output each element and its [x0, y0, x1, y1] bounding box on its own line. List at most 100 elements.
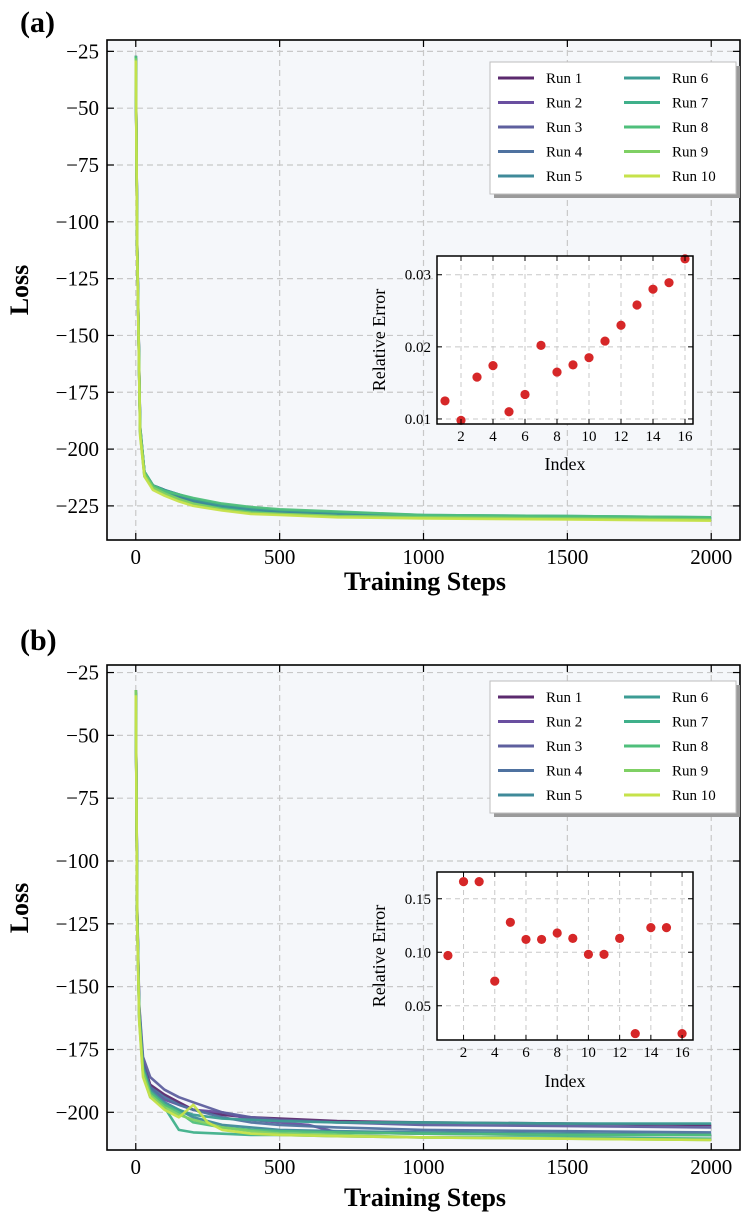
x-tick-label: 1500 — [546, 545, 588, 569]
inset-y-tick-label: 0.02 — [405, 340, 431, 356]
y-tick-label: −125 — [56, 912, 99, 936]
inset-frame — [436, 871, 694, 1041]
inset-point — [488, 360, 498, 371]
inset-point — [505, 917, 515, 927]
series-line-run-10 — [134, 695, 712, 1142]
legend-label-run-10: Run 10 — [672, 169, 716, 185]
legend-label-run-5: Run 5 — [546, 788, 582, 804]
inset-point — [472, 372, 482, 382]
legend-label-run-8: Run 8 — [672, 120, 708, 136]
legend-label-run-9: Run 9 — [672, 764, 708, 780]
legend-label-run-6: Run 6 — [672, 690, 709, 706]
legend-label-run-2: Run 2 — [546, 715, 582, 731]
legend-label-run-2: Run 2 — [546, 96, 582, 112]
legend: Run 1 Run 2 Run 3 Run 4 Run 5 Run 6 Run 7 Run 8… — [489, 61, 740, 198]
inset-frame — [436, 255, 694, 425]
y-tick-label: −50 — [66, 96, 99, 120]
y-tick-label: −125 — [56, 267, 99, 291]
y-tick-label: −225 — [56, 494, 99, 518]
inset-point — [521, 934, 531, 945]
inset-x-tick-label: 8 — [553, 1045, 561, 1061]
y-tick-label: −200 — [56, 437, 99, 461]
inset-point — [583, 949, 594, 959]
inset-y-tick-label: 0.05 — [405, 999, 431, 1015]
inset-point — [552, 367, 562, 377]
y-tick-label: −75 — [66, 153, 99, 177]
inset-y-tick-label: 0.10 — [405, 945, 431, 961]
inset-x-tick-label: 16 — [675, 1045, 691, 1061]
y-tick-label: −100 — [56, 210, 99, 234]
inset-y-tick-label: 0.01 — [405, 412, 431, 428]
x-tick-label: 2000 — [690, 545, 732, 569]
y-tick-label: −175 — [56, 1037, 99, 1061]
legend-label-run-3: Run 3 — [546, 739, 582, 755]
inset-point — [568, 933, 578, 943]
inset-x-tick-label: 6 — [522, 1045, 530, 1061]
inset-x-tick-label: 2 — [460, 1045, 468, 1061]
inset-x-tick-label: 6 — [521, 429, 529, 445]
legend-label-run-4: Run 4 — [546, 764, 583, 780]
panel-label: (b) — [20, 624, 57, 657]
inset-x-axis-title: Index — [545, 454, 586, 474]
legend-label-run-5: Run 5 — [546, 169, 582, 185]
inset-x-tick-label: 12 — [614, 429, 629, 445]
inset-y-axis-title: Relative Error — [369, 289, 389, 391]
legend-label-run-10: Run 10 — [672, 788, 716, 804]
inset-x-tick-label: 4 — [491, 1045, 499, 1061]
inset-x-tick-label: 4 — [489, 429, 497, 445]
panel-0: (a) 0 500 1000 1500 2000 −25 −50 −75 −100 −125 −150… — [5, 6, 741, 596]
inset-y-tick-label: 0.03 — [405, 268, 431, 284]
inset-y-axis-title: Relative Error — [369, 905, 389, 1007]
legend-label-run-4: Run 4 — [546, 145, 583, 161]
x-tick-label: 2000 — [690, 1155, 732, 1179]
legend-label-run-1: Run 1 — [546, 71, 582, 87]
series-line-run-10 — [134, 60, 712, 522]
series-group — [134, 55, 712, 522]
inset-point — [504, 407, 514, 417]
inset-point — [552, 928, 562, 938]
inset-point — [599, 949, 609, 959]
inset-point — [568, 360, 578, 370]
y-tick-label: −150 — [56, 323, 99, 347]
inset-point — [458, 877, 469, 887]
inset-x-axis-title: Index — [545, 1071, 586, 1091]
inset-point — [648, 284, 658, 294]
y-tick-label: −175 — [56, 380, 99, 404]
x-tick-label: 1000 — [403, 1155, 445, 1179]
panel-1: (b) 0 500 1000 1500 2000 −25 −50 −75 −100 −125 −150… — [5, 624, 741, 1212]
x-axis-title: Training Steps — [344, 1183, 506, 1212]
inset-point — [600, 336, 610, 346]
inset-plot-area — [437, 872, 693, 1040]
inset-chart: 2 4 6 8 10 12 14 16 0.01 0.02 0.03 Index Relative Er… — [369, 254, 694, 474]
legend-label-run-7: Run 7 — [672, 96, 709, 112]
inset-point — [490, 976, 500, 986]
y-tick-label: −75 — [66, 786, 99, 810]
inset-x-tick-label: 14 — [646, 429, 662, 445]
inset-x-tick-label: 12 — [612, 1045, 627, 1061]
x-axis-title: Training Steps — [344, 567, 506, 596]
inset-x-tick-label: 2 — [457, 429, 465, 445]
x-tick-label: 0 — [131, 1155, 142, 1179]
inset-point — [616, 320, 626, 330]
inset-point — [440, 396, 450, 406]
inset-x-tick-label: 8 — [553, 429, 561, 445]
y-tick-label: −25 — [66, 39, 99, 63]
legend-label-run-3: Run 3 — [546, 120, 582, 136]
inset-point — [520, 389, 530, 400]
inset-x-tick-label: 10 — [581, 1045, 596, 1061]
y-tick-label: −100 — [56, 849, 99, 873]
inset-point — [474, 877, 484, 887]
x-tick-label: 1500 — [546, 1155, 588, 1179]
legend-label-run-9: Run 9 — [672, 145, 708, 161]
inset-point — [630, 1028, 640, 1039]
y-axis-title: Loss — [5, 265, 34, 316]
legend-label-run-1: Run 1 — [546, 690, 582, 706]
inset-point — [536, 340, 546, 351]
inset-point — [615, 933, 625, 943]
inset-point — [664, 278, 674, 288]
inset-x-tick-label: 14 — [643, 1045, 659, 1061]
y-axis-title: Loss — [5, 883, 34, 934]
legend: Run 1 Run 2 Run 3 Run 4 Run 5 Run 6 Run 7 Run 8… — [489, 680, 740, 817]
inset-point — [536, 934, 547, 945]
